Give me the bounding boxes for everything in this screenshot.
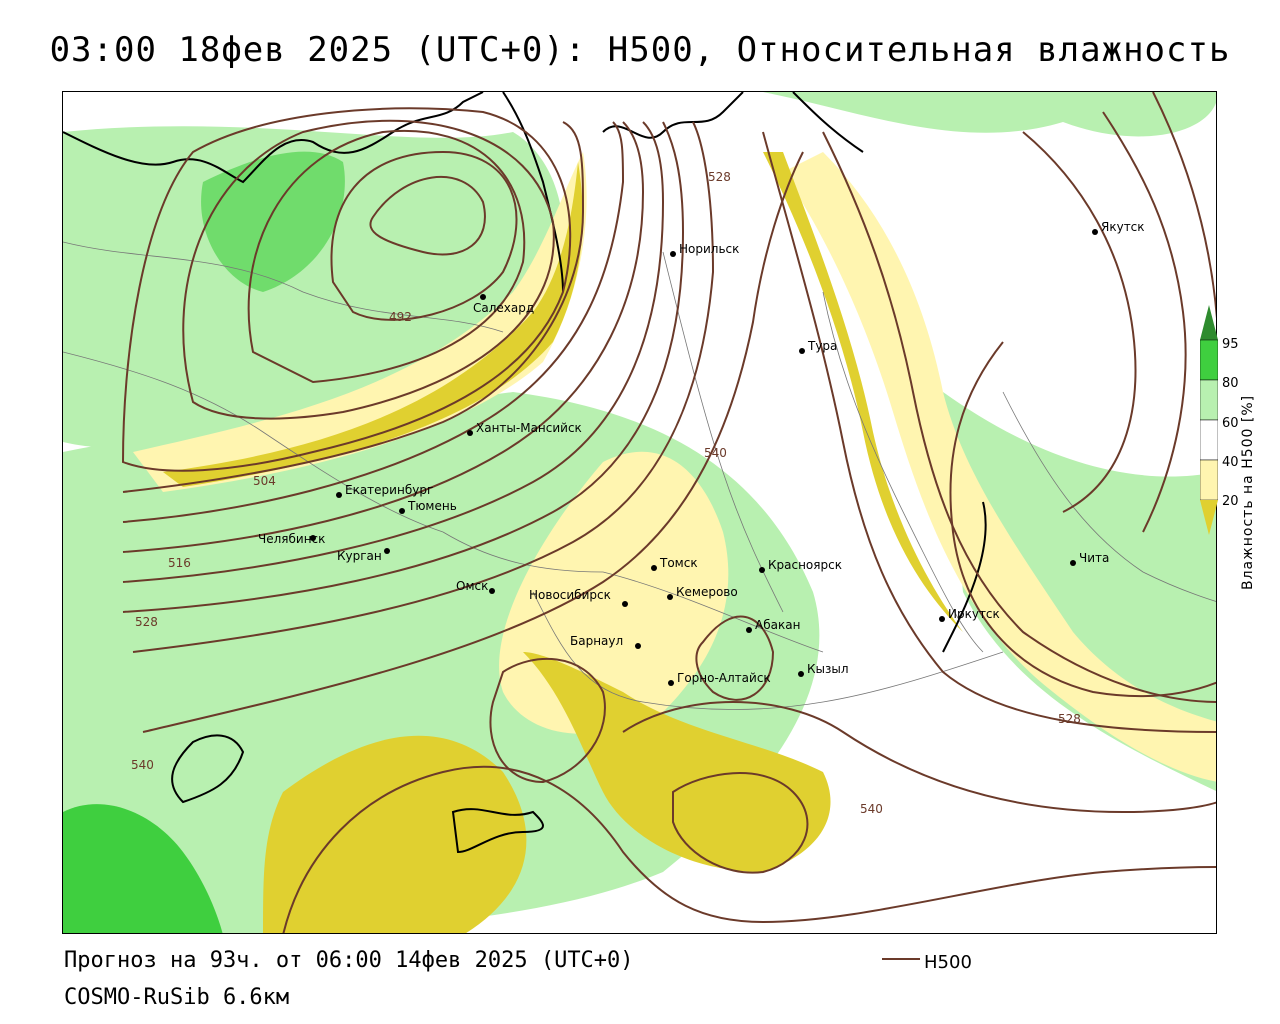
city-label: Тура bbox=[808, 339, 838, 353]
city-label: Иркутск bbox=[948, 607, 1000, 621]
contour-label: 516 bbox=[168, 556, 191, 570]
h500-contours bbox=[121, 92, 1216, 933]
city-label: Барнаул bbox=[570, 634, 624, 648]
city-dot bbox=[467, 430, 473, 436]
city-dot bbox=[336, 492, 342, 498]
contour-label: 492 bbox=[389, 310, 412, 324]
city-dot bbox=[746, 627, 752, 633]
colorbar-tick: 60 bbox=[1222, 416, 1239, 431]
city-label: Омск bbox=[456, 579, 489, 593]
city-dot bbox=[622, 601, 628, 607]
city-dot bbox=[1092, 229, 1098, 235]
city-label: Челябинск bbox=[258, 532, 326, 546]
coastlines bbox=[63, 92, 987, 854]
city-dot bbox=[480, 294, 486, 300]
humidity-fields bbox=[63, 92, 1216, 933]
map-title: 03:00 18фев 2025 (UTC+0): H500, Относите… bbox=[49, 30, 1231, 70]
forecast-info: Прогноз на 93ч. от 06:00 14фев 2025 (UTC… bbox=[64, 948, 634, 973]
humidity-colorbar bbox=[1200, 305, 1218, 535]
city-label: Красноярск bbox=[768, 558, 842, 572]
colorbar-tick: 20 bbox=[1222, 494, 1239, 509]
city-dot bbox=[670, 251, 676, 257]
city-dot bbox=[384, 548, 390, 554]
city-label: Томск bbox=[660, 556, 698, 570]
contour-label: 528 bbox=[1058, 712, 1081, 726]
colorbar-tick: 80 bbox=[1222, 376, 1239, 391]
city-label: Тюмень bbox=[408, 499, 457, 513]
contour-label: 540 bbox=[704, 446, 727, 460]
city-dot bbox=[310, 535, 316, 541]
contour-label: 540 bbox=[860, 802, 883, 816]
colorbar-title: Влажность на H500 [%] bbox=[1240, 394, 1256, 590]
city-dot bbox=[651, 565, 657, 571]
city-dot bbox=[399, 508, 405, 514]
colorbar-tick: 40 bbox=[1222, 455, 1239, 470]
legend-line-swatch bbox=[882, 958, 920, 960]
city-dot bbox=[939, 616, 945, 622]
city-label: Норильск bbox=[679, 242, 740, 256]
colorbar-tick: 95 bbox=[1222, 337, 1239, 352]
city-dot bbox=[489, 588, 495, 594]
map-canvas bbox=[63, 92, 1216, 933]
city-label: Кемерово bbox=[676, 585, 738, 599]
city-dot bbox=[759, 567, 765, 573]
city-label: Кызыл bbox=[807, 662, 849, 676]
city-dot bbox=[799, 348, 805, 354]
city-label: Ханты-Мансийск bbox=[476, 421, 582, 435]
contour-label: 528 bbox=[135, 615, 158, 629]
city-dot bbox=[1070, 560, 1076, 566]
contour-label: 528 bbox=[708, 170, 731, 184]
model-name: COSMO-RuSib 6.6км bbox=[64, 985, 290, 1010]
city-dot bbox=[635, 643, 641, 649]
contour-label: 504 bbox=[253, 474, 276, 488]
city-label: Екатеринбург bbox=[345, 483, 434, 497]
city-dot bbox=[667, 594, 673, 600]
city-label: Чита bbox=[1079, 551, 1110, 565]
contour-label: 540 bbox=[131, 758, 154, 772]
city-label: Якутск bbox=[1101, 220, 1145, 234]
city-dot bbox=[668, 680, 674, 686]
legend-label: H500 bbox=[924, 952, 972, 973]
city-label: Горно-Алтайск bbox=[677, 671, 771, 685]
city-label: Новосибирск bbox=[529, 588, 611, 602]
city-label: Салехард bbox=[473, 301, 535, 315]
city-dot bbox=[798, 671, 804, 677]
city-label: Абакан bbox=[755, 618, 801, 632]
city-label: Курган bbox=[337, 549, 382, 563]
weather-map: 492 504 516 528 528 540 540 528 540 528 … bbox=[62, 91, 1217, 934]
